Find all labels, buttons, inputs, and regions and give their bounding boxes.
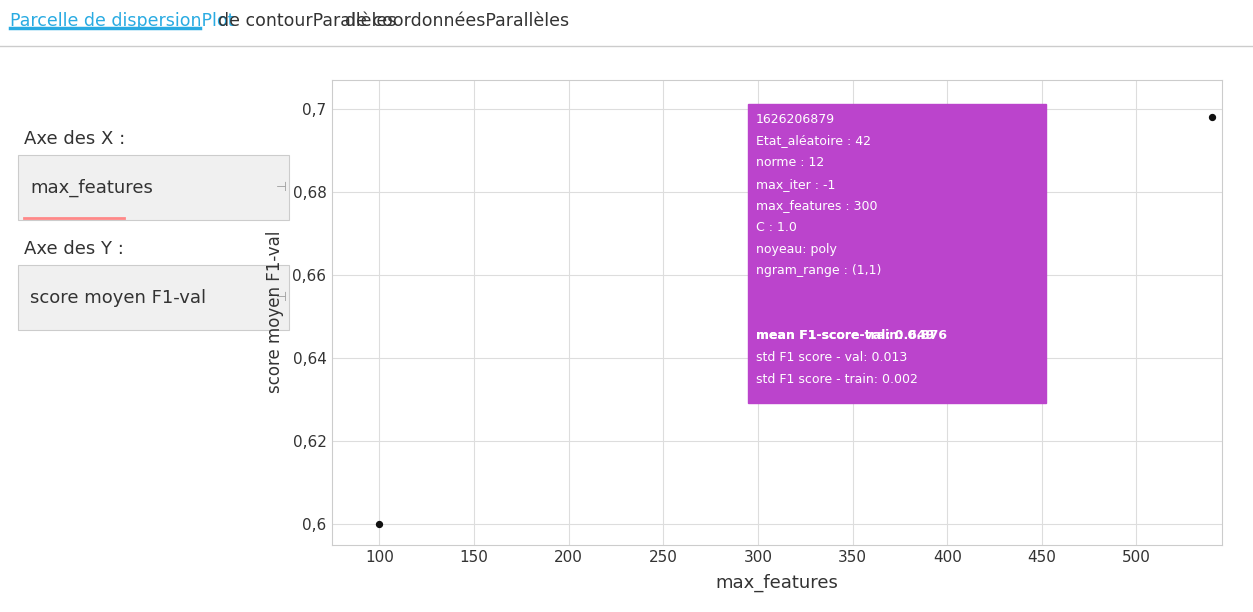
- Text: de contourParallèles: de contourParallèles: [218, 12, 396, 30]
- Text: noyeau: poly: noyeau: poly: [756, 243, 837, 256]
- Point: [1202, 112, 1222, 122]
- Text: 1626206879: 1626206879: [756, 113, 836, 126]
- FancyBboxPatch shape: [19, 155, 289, 220]
- Text: max_features: max_features: [30, 178, 153, 196]
- Point: [748, 316, 768, 326]
- Text: Etat_aléatoire : 42: Etat_aléatoire : 42: [756, 135, 871, 147]
- Text: score moyen F1-val: score moyen F1-val: [30, 289, 207, 307]
- Text: Axe des X :: Axe des X :: [24, 130, 125, 147]
- Text: max_iter : -1: max_iter : -1: [756, 177, 836, 191]
- Text: std F1 score - val: 0.013: std F1 score - val: 0.013: [756, 351, 907, 364]
- Text: Parcelle de dispersionPlot: Parcelle de dispersionPlot: [10, 12, 234, 30]
- Point: [370, 519, 390, 529]
- Text: norme : 12: norme : 12: [756, 156, 824, 169]
- Text: C : 1.0: C : 1.0: [756, 221, 797, 234]
- Text: ⊣: ⊣: [276, 181, 287, 194]
- Text: mean F1-score-val: 0.649: mean F1-score-val: 0.649: [756, 329, 935, 341]
- Bar: [748, 105, 1046, 403]
- Y-axis label: score moyen F1-val: score moyen F1-val: [266, 231, 284, 394]
- Text: ⊣: ⊣: [276, 291, 287, 304]
- Text: ngram_range : (1,1): ngram_range : (1,1): [756, 264, 881, 277]
- Text: de coordonnéesParallèles: de coordonnéesParallèles: [345, 12, 569, 30]
- X-axis label: max_features: max_features: [715, 573, 838, 592]
- Text: std F1 score - train: 0.002: std F1 score - train: 0.002: [756, 373, 918, 386]
- FancyBboxPatch shape: [19, 265, 289, 330]
- Text: max_features : 300: max_features : 300: [756, 200, 877, 212]
- Text: mean F1-score-train: 0.876: mean F1-score-train: 0.876: [756, 329, 947, 343]
- Text: Axe des Y :: Axe des Y :: [24, 240, 124, 258]
